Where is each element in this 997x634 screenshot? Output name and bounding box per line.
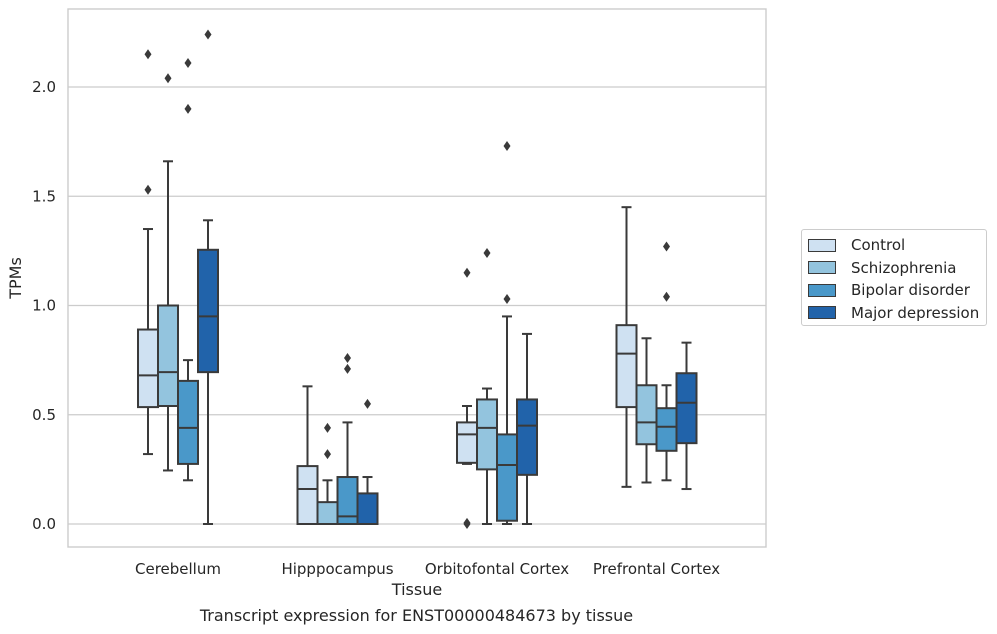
- legend-label-major-depression: Major depression: [851, 303, 980, 322]
- x-tick-label-hipppocampus: Hipppocampus: [281, 560, 393, 578]
- box-prefrontal-cortex-control: [615, 206, 638, 488]
- outlier-point: [663, 241, 670, 252]
- box-cerebellum-bipolar-disorder: [177, 57, 199, 482]
- legend-swatch-schizophrenia: [808, 261, 836, 275]
- y-axis-ticks: 0.0 0.5 1.0 1.5 2.0: [32, 78, 56, 533]
- x-axis-label: Tissue: [391, 580, 442, 599]
- box-orbitofontal-cortex-control: [456, 267, 478, 529]
- box-iqr: [635, 384, 658, 446]
- box-iqr: [177, 379, 199, 465]
- chart-caption: Transcript expression for ENST0000048467…: [199, 606, 634, 625]
- box-orbitofontal-cortex-bipolar-disorder: [496, 140, 518, 525]
- x-tick-label-orbitofontal-cortex: Orbitofontal Cortex: [425, 560, 569, 578]
- outlier-point: [184, 57, 192, 68]
- outlier-point: [483, 248, 491, 259]
- legend-item-control: Control: [808, 234, 986, 257]
- legend-item-schizophrenia: Schizophrenia: [808, 257, 986, 280]
- legend-swatch-control: [808, 238, 836, 252]
- box-prefrontal-cortex-major-depression: [675, 341, 698, 491]
- legend-label-bipolar-disorder: Bipolar disorder: [851, 281, 970, 300]
- outlier-point: [324, 422, 331, 433]
- box-orbitofontal-cortex-schizophrenia: [476, 248, 498, 525]
- y-axis-label: TPMs: [6, 257, 25, 300]
- box-iqr: [476, 398, 498, 471]
- box-iqr: [157, 304, 179, 408]
- outlier-point: [344, 363, 351, 374]
- outlier-point: [463, 267, 471, 278]
- x-tick-label-prefrontal-cortex: Prefrontal Cortex: [593, 560, 720, 578]
- outlier-point: [503, 293, 511, 304]
- outlier-point: [344, 352, 351, 363]
- y-tick-label: 1.0: [32, 297, 56, 315]
- box-iqr: [456, 421, 478, 464]
- box-iqr: [197, 248, 219, 374]
- box-cerebellum-major-depression: [197, 29, 219, 525]
- box-iqr: [615, 324, 638, 409]
- x-tick-label-cerebellum: Cerebellum: [135, 560, 221, 578]
- box-hipppocampus-control: [296, 385, 319, 526]
- outlier-point: [164, 73, 172, 84]
- box-cerebellum-schizophrenia: [157, 73, 179, 472]
- outlier-point: [184, 103, 192, 114]
- legend-item-major-depression: Major depression: [808, 302, 986, 325]
- outlier-point: [503, 140, 511, 151]
- box-iqr: [496, 433, 518, 522]
- box-iqr: [655, 407, 678, 452]
- box-iqr: [675, 372, 698, 445]
- box-prefrontal-cortex-schizophrenia: [635, 337, 658, 484]
- box-prefrontal-cortex-bipolar-disorder: [655, 241, 678, 482]
- outlier-point: [463, 517, 471, 528]
- legend: Control Schizophrenia Bipolar disorder M…: [801, 229, 987, 326]
- box-iqr: [296, 465, 319, 526]
- box-hipppocampus-schizophrenia: [316, 422, 339, 525]
- y-tick-label: 1.5: [32, 187, 56, 205]
- box-iqr: [516, 398, 538, 476]
- outlier-point: [144, 184, 152, 195]
- box-hipppocampus-major-depression: [356, 398, 379, 526]
- box-iqr: [356, 492, 379, 526]
- legend-item-bipolar-disorder: Bipolar disorder: [808, 279, 986, 302]
- y-tick-label: 0.5: [32, 406, 56, 424]
- legend-label-schizophrenia: Schizophrenia: [851, 258, 957, 277]
- x-axis-ticks: Cerebellum Hipppocampus Orbitofontal Corte…: [135, 560, 720, 578]
- box-orbitofontal-cortex-major-depression: [516, 332, 538, 525]
- outlier-point: [663, 291, 670, 302]
- box-hipppocampus-bipolar-disorder: [336, 352, 359, 525]
- box-iqr: [316, 501, 339, 525]
- y-tick-label: 2.0: [32, 78, 56, 96]
- box-iqr: [137, 328, 159, 409]
- legend-swatch-bipolar-disorder: [808, 283, 836, 297]
- plot-area-frame: [67, 8, 767, 548]
- legend-swatch-major-depression: [808, 306, 836, 320]
- box-cerebellum-control: [137, 49, 159, 456]
- box-groups: [137, 29, 698, 529]
- outlier-point: [144, 49, 152, 60]
- y-tick-label: 0.0: [32, 515, 56, 533]
- outlier-point: [204, 29, 212, 40]
- legend-label-control: Control: [851, 236, 906, 255]
- outlier-point: [364, 398, 371, 409]
- outlier-point: [324, 449, 331, 460]
